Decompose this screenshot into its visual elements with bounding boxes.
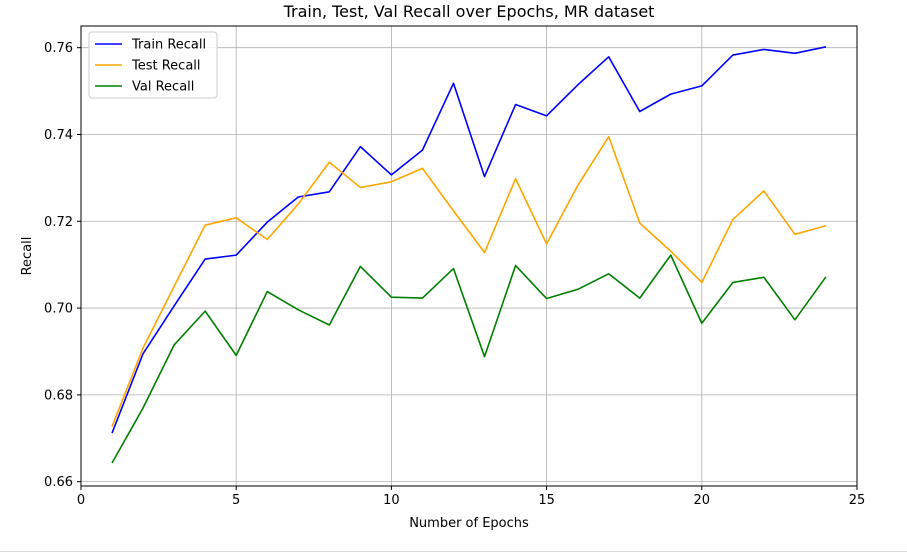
x-tick-label: 20 <box>694 493 711 508</box>
legend: Train Recall Test Recall Val Recall <box>88 31 218 99</box>
y-tick-label: 0.72 <box>44 215 73 230</box>
y-tick-label: 0.66 <box>44 475 73 490</box>
y-tick-label: 0.70 <box>44 302 73 317</box>
legend-label: Test Recall <box>131 59 201 74</box>
legend-box <box>88 31 218 99</box>
ticks-layer: 0 5 10 15 20 25 0.66 0.68 0.70 0.72 0.74 0.76 <box>44 41 865 508</box>
chart-title: Train, Test, Val Recall over Epochs, MR … <box>283 2 655 21</box>
legend-label: Val Recall <box>132 80 194 95</box>
y-tick-label: 0.68 <box>44 388 73 403</box>
x-tick-label: 0 <box>77 493 85 508</box>
bottom-divider <box>0 551 907 552</box>
x-tick-label: 10 <box>383 493 400 508</box>
y-tick-label: 0.76 <box>44 41 73 56</box>
y-tick-label: 0.74 <box>44 128 73 143</box>
x-tick-label: 5 <box>232 493 240 508</box>
series-line-val-recall <box>111 254 827 464</box>
series-line-test-recall <box>111 135 827 427</box>
x-tick-label: 15 <box>538 493 555 508</box>
x-axis-label: Number of Epochs <box>409 516 529 531</box>
x-tick-label: 25 <box>849 493 866 508</box>
legend-label: Train Recall <box>131 38 206 53</box>
plot-frame <box>80 25 858 487</box>
y-axis-label: Recall <box>20 237 35 276</box>
series-line-train-recall <box>111 46 827 434</box>
series-layer <box>111 46 827 464</box>
